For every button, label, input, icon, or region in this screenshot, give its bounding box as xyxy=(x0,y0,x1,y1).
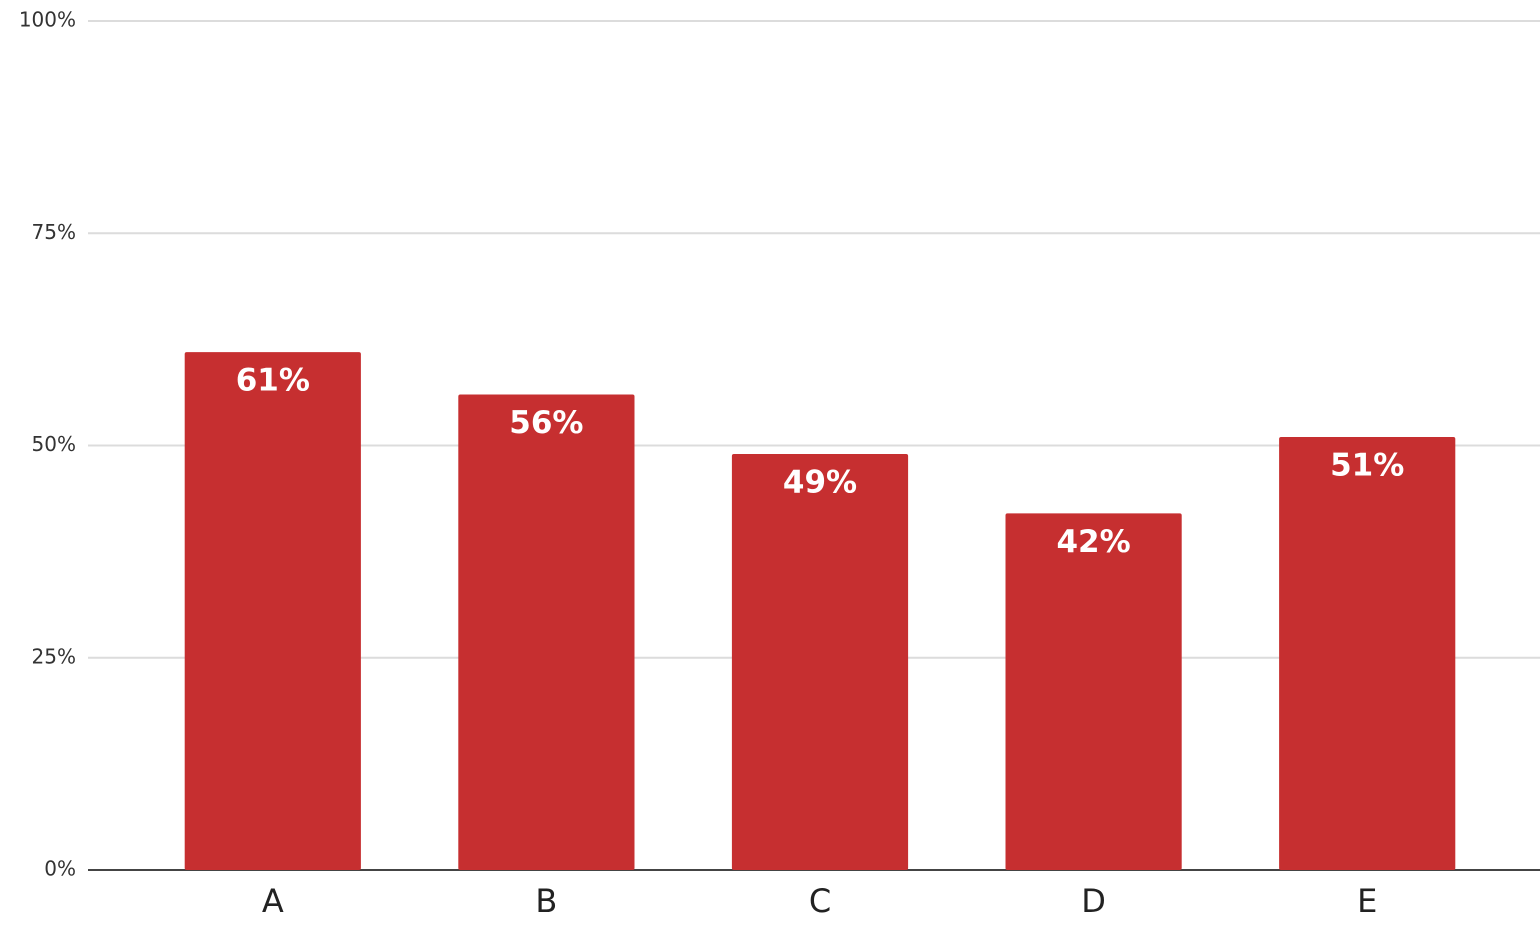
bar xyxy=(184,352,361,870)
y-tick-label: 0% xyxy=(44,857,76,881)
x-tick-label: E xyxy=(1357,882,1377,920)
x-tick-label: C xyxy=(809,882,831,920)
y-tick-label: 100% xyxy=(19,8,76,32)
y-tick-label: 25% xyxy=(32,644,76,668)
bar xyxy=(458,394,635,870)
bar xyxy=(1279,437,1456,870)
value-label: 42% xyxy=(1056,524,1130,560)
value-label: 61% xyxy=(236,363,310,399)
value-label: 56% xyxy=(509,405,583,441)
y-tick-label: 50% xyxy=(32,432,76,456)
bar xyxy=(1005,513,1182,870)
value-label: 51% xyxy=(1330,448,1404,484)
bar xyxy=(731,453,909,870)
value-label: 49% xyxy=(783,464,857,500)
y-tick-label: 75% xyxy=(32,220,76,244)
x-tick-label: B xyxy=(535,882,557,920)
x-tick-label: D xyxy=(1081,882,1106,920)
x-tick-label: A xyxy=(262,882,284,920)
